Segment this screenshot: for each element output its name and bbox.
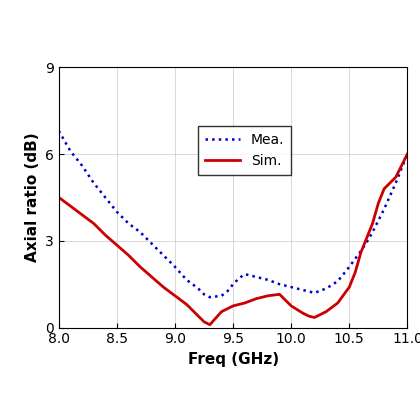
Sim.: [376, 201, 381, 206]
Mea.: [265, 277, 270, 282]
Mea.: [376, 218, 381, 223]
Sim.: [126, 253, 131, 258]
Sim.: [231, 303, 236, 308]
Mea.: [289, 285, 294, 290]
Mea.: [236, 276, 241, 281]
Mea.: [173, 264, 178, 269]
Mea.: [68, 149, 73, 154]
Mea.: [74, 156, 79, 161]
Mea.: [138, 230, 143, 235]
Line: Mea.: Mea.: [59, 131, 407, 297]
Sim.: [219, 309, 224, 314]
Mea.: [382, 207, 387, 212]
Mea.: [149, 241, 154, 246]
Mea.: [85, 172, 90, 177]
Sim.: [178, 298, 183, 303]
Sim.: [68, 204, 73, 209]
Mea.: [225, 289, 230, 294]
Mea.: [126, 221, 131, 226]
Sim.: [138, 264, 143, 269]
Mea.: [335, 279, 340, 284]
X-axis label: Freq (GHz): Freq (GHz): [188, 352, 278, 367]
Mea.: [393, 181, 398, 186]
Sim.: [289, 303, 294, 308]
Sim.: [242, 300, 247, 305]
Sim.: [190, 308, 195, 313]
Mea.: [91, 181, 96, 186]
Sim.: [79, 212, 84, 217]
Mea.: [370, 230, 375, 235]
Sim.: [352, 270, 357, 275]
Mea.: [323, 286, 328, 291]
Mea.: [103, 195, 108, 200]
Sim.: [173, 293, 178, 298]
Mea.: [196, 286, 201, 291]
Sim.: [254, 296, 259, 301]
Mea.: [202, 292, 207, 297]
Sim.: [265, 293, 270, 298]
Sim.: [347, 285, 352, 290]
Mea.: [254, 274, 259, 279]
Mea.: [219, 293, 224, 298]
Mea.: [184, 277, 189, 282]
Sim.: [382, 186, 387, 191]
Sim.: [335, 300, 340, 305]
Sim.: [184, 302, 189, 307]
Sim.: [312, 315, 317, 320]
Mea.: [312, 290, 317, 295]
Sim.: [300, 311, 305, 316]
Sim.: [114, 243, 119, 248]
Mea.: [405, 152, 410, 157]
Legend: Mea., Sim.: Mea., Sim.: [198, 126, 291, 175]
Sim.: [306, 313, 311, 318]
Sim.: [370, 221, 375, 226]
Sim.: [318, 312, 323, 317]
Mea.: [277, 282, 282, 287]
Text: ...p...y: ...p...y: [190, 13, 230, 26]
Sim.: [103, 233, 108, 238]
Sim.: [405, 152, 410, 157]
Sim.: [149, 274, 154, 279]
Y-axis label: Axial ratio (dB): Axial ratio (dB): [24, 133, 39, 262]
Mea.: [207, 295, 213, 300]
Sim.: [207, 322, 213, 327]
Mea.: [161, 253, 166, 258]
Mea.: [79, 163, 84, 168]
Mea.: [358, 248, 363, 253]
Sim.: [358, 250, 363, 255]
Mea.: [231, 282, 236, 287]
Sim.: [196, 313, 201, 318]
Mea.: [114, 209, 119, 214]
Sim.: [277, 292, 282, 297]
Mea.: [300, 287, 305, 292]
Sim.: [323, 309, 328, 314]
Mea.: [364, 240, 369, 245]
Sim.: [56, 195, 61, 200]
Mea.: [56, 129, 61, 134]
Mea.: [347, 264, 352, 269]
Sim.: [202, 319, 207, 324]
Sim.: [393, 175, 398, 180]
Line: Sim.: Sim.: [59, 154, 407, 325]
Mea.: [242, 272, 247, 277]
Sim.: [161, 285, 166, 290]
Sim.: [91, 221, 96, 226]
